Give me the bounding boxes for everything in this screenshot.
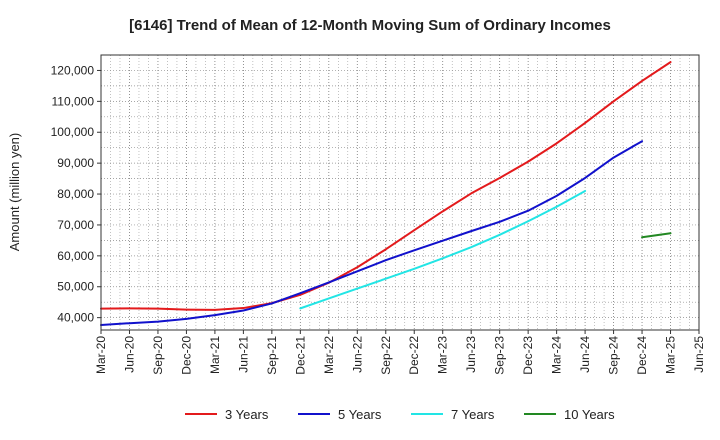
y-tick-label: 60,000	[57, 249, 94, 263]
x-tick-label: Mar-24	[550, 336, 564, 374]
x-tick-label: Sep-20	[151, 336, 165, 375]
legend: 3 Years 5 Years 7 Years 10 Years	[185, 407, 615, 422]
series-line-7-years	[299, 189, 587, 310]
x-tick-label: Dec-23	[521, 336, 535, 375]
y-tick-label: 110,000	[52, 94, 95, 108]
chart-title: [6146] Trend of Mean of 12-Month Moving …	[129, 17, 611, 34]
x-tick-label: Dec-21	[293, 336, 307, 375]
series-line-5-years	[100, 140, 644, 327]
y-tick-label: 120,000	[51, 63, 95, 77]
y-tick-label: 70,000	[57, 218, 94, 232]
x-tick-label: Mar-25	[664, 336, 678, 374]
y-axis-label: Amount (million yen)	[7, 133, 22, 252]
series-lines	[100, 61, 672, 327]
plot-area	[101, 55, 699, 330]
x-tick-label: Jun-24	[578, 336, 592, 373]
y-tick-label: 90,000	[57, 156, 94, 170]
x-tick-label: Jun-25	[692, 336, 706, 373]
plot-frame	[100, 54, 700, 331]
x-axis: Mar-20 Jun-20 Sep-20 Dec-20 Mar-21 Jun-21 Sep-…	[94, 330, 706, 375]
x-tick-label: Sep-22	[379, 336, 393, 375]
x-tick-label: Sep-23	[493, 336, 507, 375]
x-tick-label: Mar-20	[94, 336, 108, 374]
x-tick-label: Sep-24	[607, 336, 621, 375]
x-tick-label: Mar-21	[208, 336, 222, 374]
legend-label: 10 Years	[564, 407, 615, 422]
x-tick-label: Dec-24	[635, 336, 649, 375]
x-tick-label: Dec-20	[179, 336, 193, 375]
x-tick-label: Mar-22	[322, 336, 336, 374]
x-tick-label: Jun-22	[350, 336, 364, 373]
x-tick-label: Jun-23	[464, 336, 478, 373]
x-tick-label: Jun-20	[122, 336, 136, 373]
x-tick-label: Jun-21	[236, 336, 250, 373]
y-tick-label: 40,000	[57, 311, 94, 325]
y-tick-label: 100,000	[51, 125, 95, 139]
x-tick-label: Dec-22	[407, 336, 421, 375]
legend-label: 3 Years	[225, 407, 269, 422]
y-tick-label: 50,000	[57, 280, 94, 294]
y-axis: 40,000 50,000 60,000 70,000 80,000 90,000 100,…	[51, 63, 101, 325]
series-line-3-years	[100, 61, 672, 311]
legend-label: 7 Years	[451, 407, 495, 422]
x-tick-label: Sep-21	[265, 336, 279, 375]
y-tick-label: 80,000	[57, 187, 94, 201]
x-tick-label: Mar-23	[436, 336, 450, 374]
series-line-10-years	[641, 232, 672, 239]
legend-label: 5 Years	[338, 407, 382, 422]
grid	[100, 55, 700, 330]
